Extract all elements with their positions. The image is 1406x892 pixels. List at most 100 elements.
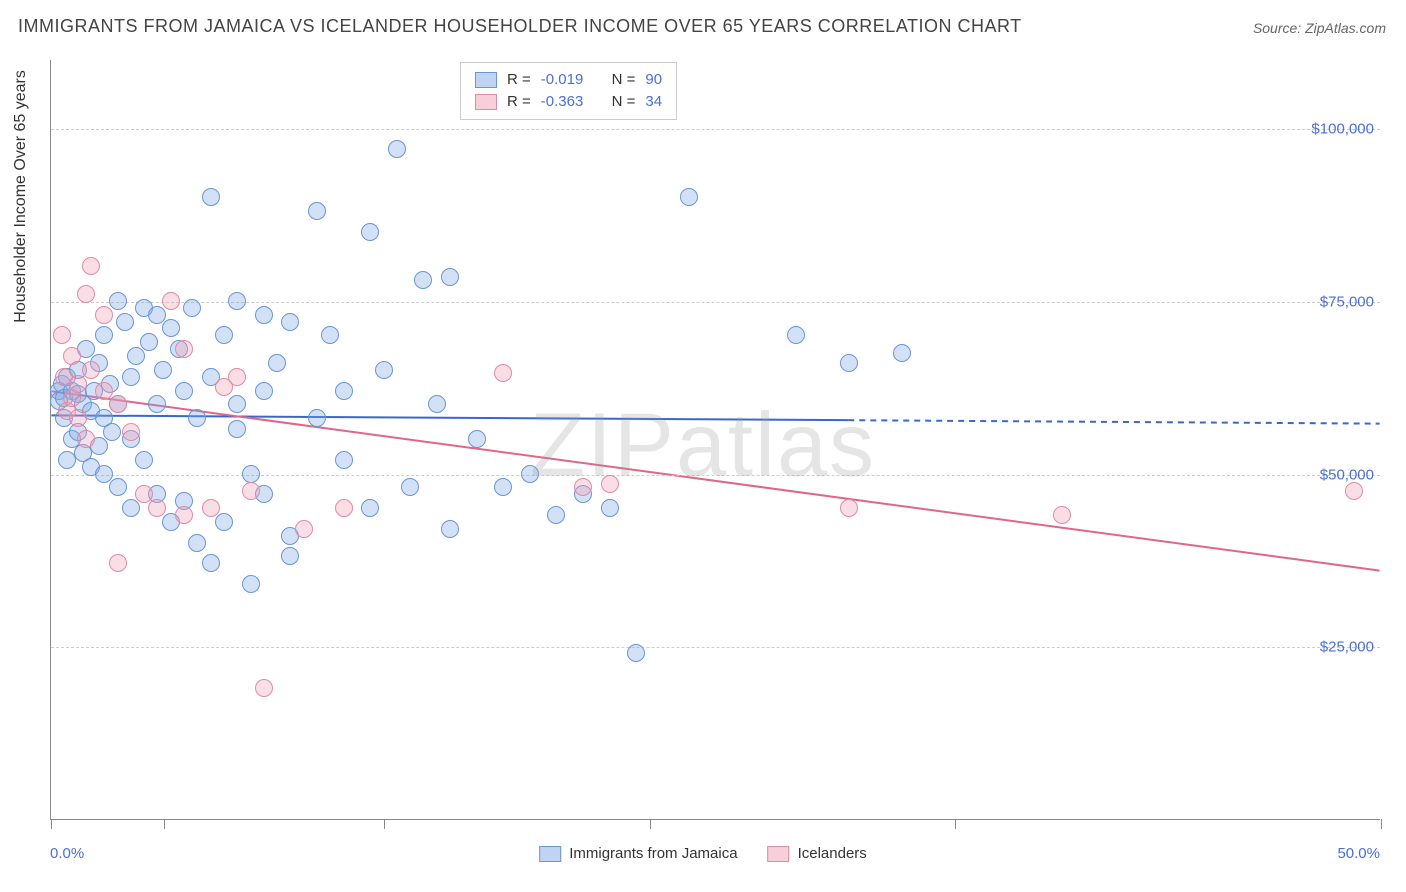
data-point xyxy=(228,292,246,310)
data-point xyxy=(840,354,858,372)
data-point xyxy=(547,506,565,524)
data-point xyxy=(255,382,273,400)
legend-swatch xyxy=(475,72,497,88)
data-point xyxy=(135,451,153,469)
legend-item: Icelanders xyxy=(768,845,867,862)
legend-series: Immigrants from Jamaica Icelanders xyxy=(539,845,867,862)
data-point xyxy=(428,395,446,413)
y-tick-label: $100,000 xyxy=(1311,121,1374,138)
data-point xyxy=(361,223,379,241)
data-point xyxy=(242,482,260,500)
data-point xyxy=(82,361,100,379)
data-point xyxy=(82,257,100,275)
data-point xyxy=(468,430,486,448)
data-point xyxy=(95,306,113,324)
y-tick-label: $25,000 xyxy=(1320,639,1374,656)
data-point xyxy=(242,575,260,593)
x-tick xyxy=(384,819,385,829)
legend-r-label: R = xyxy=(507,69,531,91)
data-point xyxy=(77,285,95,303)
trend-line-extrapolated xyxy=(848,420,1379,423)
data-point xyxy=(175,506,193,524)
data-point xyxy=(255,306,273,324)
data-point xyxy=(122,423,140,441)
y-tick-label: $75,000 xyxy=(1320,293,1374,310)
x-tick xyxy=(51,819,52,829)
data-point xyxy=(140,333,158,351)
data-point xyxy=(574,478,592,496)
data-point xyxy=(281,313,299,331)
data-point xyxy=(321,326,339,344)
legend-n-label: N = xyxy=(612,91,636,113)
data-point xyxy=(148,395,166,413)
legend-n-value: 34 xyxy=(645,91,662,113)
x-tick xyxy=(955,819,956,829)
source-label: Source: ZipAtlas.com xyxy=(1253,20,1386,36)
data-point xyxy=(255,679,273,697)
data-point xyxy=(680,188,698,206)
y-axis-title: Householder Income Over 65 years xyxy=(12,70,30,323)
data-point xyxy=(494,478,512,496)
data-point xyxy=(601,475,619,493)
data-point xyxy=(154,361,172,379)
data-point xyxy=(202,188,220,206)
data-point xyxy=(281,547,299,565)
data-point xyxy=(308,202,326,220)
data-point xyxy=(69,409,87,427)
legend-row: R = -0.019 N = 90 xyxy=(475,69,662,91)
data-point xyxy=(53,326,71,344)
data-point xyxy=(295,520,313,538)
legend-swatch xyxy=(539,846,561,862)
legend-r-value: -0.363 xyxy=(541,91,584,113)
data-point xyxy=(601,499,619,517)
data-point xyxy=(95,326,113,344)
data-point xyxy=(109,395,127,413)
y-tick-label: $50,000 xyxy=(1320,466,1374,483)
data-point xyxy=(69,375,87,393)
data-point xyxy=(787,326,805,344)
data-point xyxy=(401,478,419,496)
data-point xyxy=(335,382,353,400)
data-point xyxy=(335,499,353,517)
data-point xyxy=(242,465,260,483)
data-point xyxy=(627,644,645,662)
chart-title: IMMIGRANTS FROM JAMAICA VS ICELANDER HOU… xyxy=(18,16,1022,37)
data-point xyxy=(375,361,393,379)
data-point xyxy=(361,499,379,517)
x-axis-max-label: 50.0% xyxy=(1337,845,1380,862)
data-point xyxy=(414,271,432,289)
data-point xyxy=(175,382,193,400)
data-point xyxy=(183,299,201,317)
data-point xyxy=(116,313,134,331)
data-point xyxy=(109,292,127,310)
data-point xyxy=(840,499,858,517)
legend-r-label: R = xyxy=(507,91,531,113)
data-point xyxy=(162,319,180,337)
legend-row: R = -0.363 N = 34 xyxy=(475,91,662,113)
legend-label: Icelanders xyxy=(798,845,867,862)
data-point xyxy=(893,344,911,362)
data-point xyxy=(109,554,127,572)
data-point xyxy=(188,534,206,552)
data-point xyxy=(388,140,406,158)
gridline xyxy=(51,647,1380,648)
legend-swatch xyxy=(475,94,497,110)
data-point xyxy=(202,554,220,572)
data-point xyxy=(103,423,121,441)
data-point xyxy=(162,292,180,310)
gridline xyxy=(51,129,1380,130)
data-point xyxy=(268,354,286,372)
data-point xyxy=(335,451,353,469)
data-point xyxy=(228,368,246,386)
data-point xyxy=(228,395,246,413)
data-point xyxy=(1345,482,1363,500)
legend-n-value: 90 xyxy=(645,69,662,91)
legend-n-label: N = xyxy=(612,69,636,91)
data-point xyxy=(441,268,459,286)
data-point xyxy=(202,499,220,517)
x-tick xyxy=(1381,819,1382,829)
legend-label: Immigrants from Jamaica xyxy=(569,845,737,862)
data-point xyxy=(109,478,127,496)
data-point xyxy=(127,347,145,365)
data-point xyxy=(1053,506,1071,524)
